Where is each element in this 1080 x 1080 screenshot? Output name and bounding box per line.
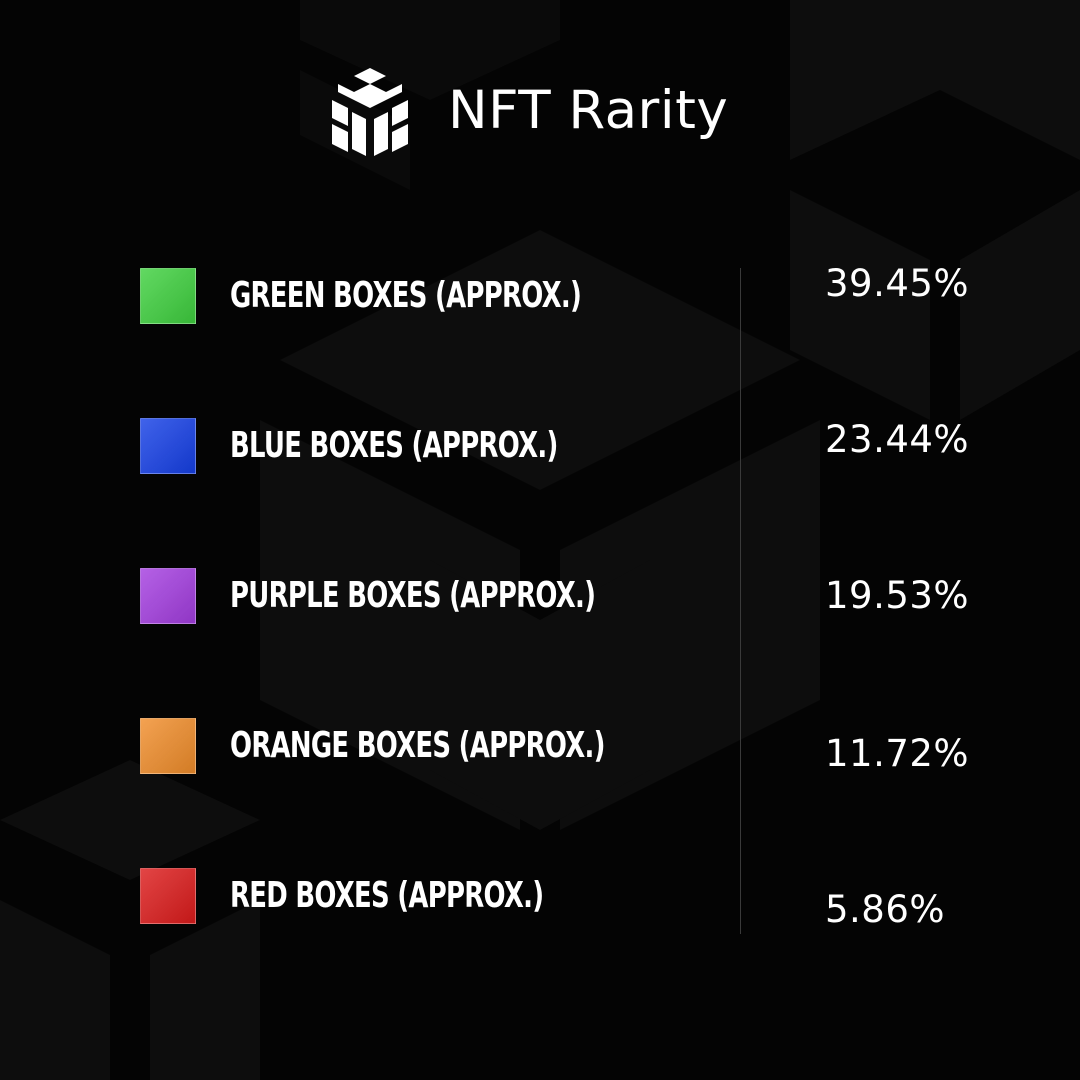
- rarity-percentage: 19.53%: [825, 574, 970, 617]
- column-divider: [740, 268, 741, 934]
- rarity-row-orange: ORANGE BOXES (APPROX.) 11.72%: [0, 718, 1080, 778]
- purple-swatch: [140, 568, 196, 624]
- header: NFT Rarity: [328, 66, 728, 158]
- rarity-percentage: 5.86%: [825, 888, 946, 931]
- orange-swatch: [140, 718, 196, 774]
- red-swatch: [140, 868, 196, 924]
- page-title: NFT Rarity: [448, 79, 729, 141]
- rarity-percentage: 11.72%: [825, 732, 970, 775]
- rarity-label: ORANGE BOXES (APPROX.): [230, 725, 606, 766]
- rarity-label: GREEN BOXES (APPROX.): [230, 275, 582, 316]
- rarity-row-green: GREEN BOXES (APPROX.) 39.45%: [0, 264, 1080, 328]
- rarity-row-red: RED BOXES (APPROX.) 5.86%: [0, 868, 1080, 931]
- rarity-row-blue: BLUE BOXES (APPROX.) 23.44%: [0, 418, 1080, 478]
- blue-swatch: [140, 418, 196, 474]
- rarity-label: RED BOXES (APPROX.): [230, 875, 544, 916]
- green-swatch: [140, 268, 196, 324]
- rarity-percentage: 23.44%: [825, 418, 970, 461]
- nft-cube-logo-icon: [332, 68, 408, 156]
- rarity-percentage: 39.45%: [825, 262, 970, 305]
- rarity-label: BLUE BOXES (APPROX.): [230, 425, 558, 466]
- rarity-label: PURPLE BOXES (APPROX.): [230, 575, 596, 616]
- rarity-row-purple: PURPLE BOXES (APPROX.) 19.53%: [0, 568, 1080, 628]
